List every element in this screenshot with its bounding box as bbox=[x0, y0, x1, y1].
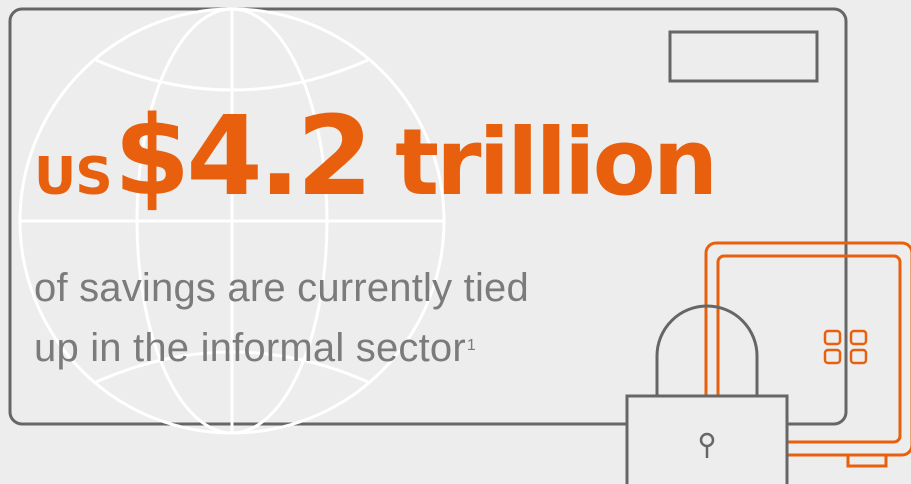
headline-unit: trillion bbox=[395, 109, 718, 216]
subtext: of savings are currently tied up in the … bbox=[34, 258, 654, 378]
headline-amount: $4.2 bbox=[113, 92, 373, 220]
keypad-icon bbox=[823, 329, 868, 365]
footnote-marker: 1 bbox=[466, 337, 476, 354]
headline-currency: US bbox=[34, 147, 113, 207]
globe-icon bbox=[18, 7, 446, 435]
subtext-line-2-text: up in the informal sector bbox=[34, 326, 466, 370]
subtext-line-1: of savings are currently tied bbox=[34, 266, 529, 310]
subtext-line-2: up in the informal sector1 bbox=[34, 318, 654, 378]
card-outline bbox=[8, 7, 848, 426]
headline: US $4.2 trillion bbox=[34, 92, 718, 232]
card-chip-box bbox=[668, 30, 819, 83]
padlock-icon bbox=[625, 304, 789, 484]
